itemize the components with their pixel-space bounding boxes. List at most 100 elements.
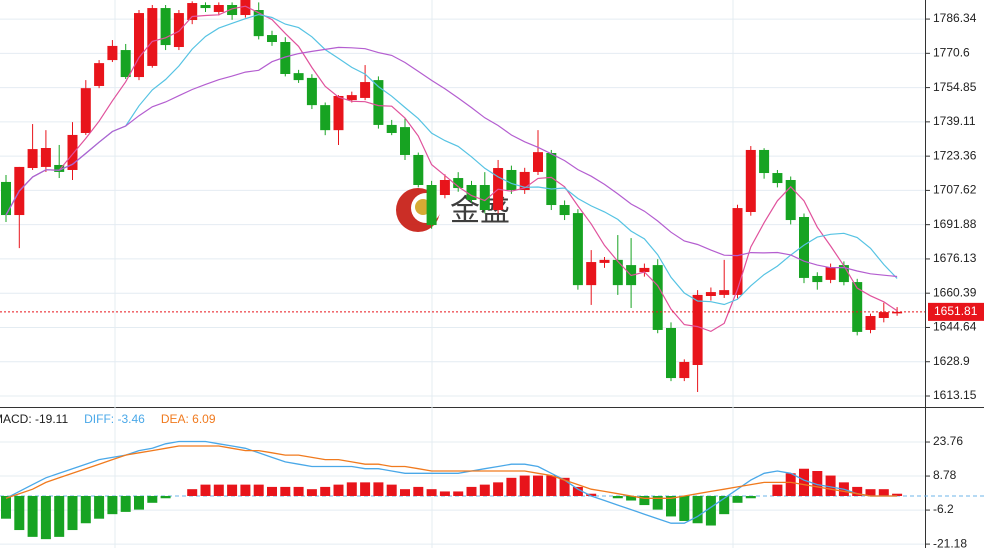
macd-bar	[666, 495, 676, 517]
macd-bar	[745, 495, 756, 499]
macd-bar	[639, 495, 650, 506]
candle-body	[27, 149, 38, 169]
y-tick-label: 8.78	[933, 468, 957, 482]
candle-body	[878, 312, 889, 318]
y-tick-label: -21.18	[933, 536, 967, 548]
candle-body	[453, 178, 464, 189]
y-tick-label: 1754.85	[933, 80, 977, 94]
macd-bar	[80, 495, 91, 524]
candle-body	[253, 10, 264, 37]
last-price-label: 1651.81	[934, 304, 978, 318]
candle-body	[160, 8, 171, 46]
macd-bar	[54, 495, 65, 537]
macd-bar	[413, 486, 424, 496]
macd-bar	[306, 489, 317, 496]
macd-bar	[346, 482, 357, 496]
candle-body	[852, 282, 863, 332]
candle-body	[586, 262, 597, 286]
macd-bar	[386, 484, 397, 496]
legend-label: MACD: -19.11	[0, 412, 68, 426]
y-tick-label: 1628.9	[933, 354, 970, 368]
macd-bar	[506, 477, 517, 496]
macd-bar	[626, 495, 637, 501]
y-tick-label: 1707.62	[933, 183, 977, 197]
ma-line	[5, 5, 898, 333]
candle-body	[134, 13, 144, 78]
macd-bar	[652, 495, 663, 510]
y-tick-label: 1691.88	[933, 217, 977, 231]
watermark: 金盛	[396, 188, 510, 232]
candle-body	[519, 171, 530, 191]
candle-body	[785, 179, 796, 221]
macd-bar	[572, 486, 583, 496]
candle-body	[838, 265, 849, 283]
macd-bar	[825, 475, 836, 496]
candle-body	[54, 164, 65, 172]
candle-body	[426, 185, 437, 226]
candle-body	[306, 77, 317, 106]
candle-body	[692, 294, 703, 365]
candle-body	[1, 181, 11, 216]
y-tick-label: 1644.64	[933, 320, 977, 334]
candle-body	[280, 42, 291, 74]
candle-body	[679, 361, 690, 379]
macd-bar	[360, 482, 371, 496]
y-tick-label: 1676.13	[933, 251, 977, 265]
candle-body	[67, 134, 78, 170]
candle-body	[759, 149, 770, 174]
candle-body	[825, 267, 836, 280]
candle-body	[240, 0, 251, 16]
candle-body	[120, 50, 131, 78]
candle-body	[546, 153, 557, 206]
macd-bar	[852, 486, 863, 496]
macd-bar	[160, 495, 171, 499]
y-tick-label: 23.76	[933, 434, 963, 448]
candle-body	[652, 265, 663, 330]
macd-bar	[1, 495, 11, 519]
macd-bar	[586, 493, 597, 496]
candle-body	[612, 259, 623, 286]
macd-bar	[240, 484, 251, 496]
macd-bar	[400, 489, 410, 496]
candle-body	[333, 95, 344, 131]
candle-body	[386, 124, 397, 133]
candle-body	[892, 311, 903, 314]
macd-bar	[559, 477, 570, 496]
candle-body	[439, 179, 450, 196]
candle-body	[413, 154, 424, 185]
candle-body	[572, 213, 583, 286]
candle-body	[40, 148, 51, 167]
candle-body	[346, 95, 357, 101]
candle-body	[772, 173, 783, 184]
candle-body	[639, 267, 650, 273]
macd-bar	[280, 486, 291, 496]
macd-bar	[227, 484, 238, 496]
macd-bar	[772, 484, 783, 496]
macd-bar	[147, 495, 158, 503]
macd-bar	[187, 489, 198, 496]
candle-body	[865, 316, 876, 330]
ma-line	[5, 13, 898, 306]
candle-body	[187, 3, 198, 21]
candle-body	[533, 152, 543, 172]
y-tick-label: 1770.6	[933, 45, 970, 59]
macd-bar	[94, 495, 105, 519]
macd-bar	[546, 475, 557, 496]
ma-line	[5, 46, 898, 278]
y-tick-label: -6.2	[933, 502, 954, 516]
candle-body	[719, 290, 730, 295]
candle-body	[267, 35, 277, 43]
macd-bar	[533, 475, 543, 496]
macd-bar	[293, 486, 304, 496]
candle-body	[360, 82, 371, 98]
candle-body	[666, 327, 676, 379]
y-tick-label: 1613.15	[933, 388, 977, 402]
candle-body	[745, 149, 756, 212]
last-price-box	[928, 302, 984, 321]
macd-bar	[67, 495, 78, 531]
macd-bar	[200, 484, 211, 496]
macd-bar	[519, 475, 530, 496]
candle-body	[799, 216, 809, 278]
